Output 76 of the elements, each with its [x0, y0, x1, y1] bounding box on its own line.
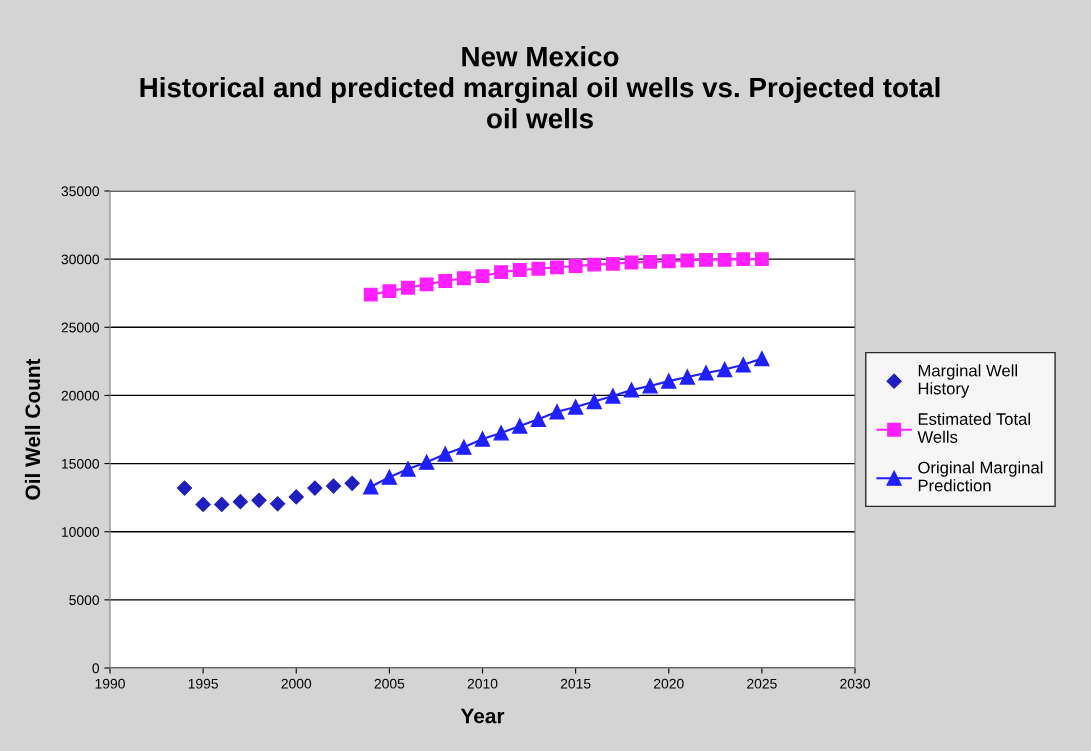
point: [344, 475, 360, 491]
y-tick-label: 30000: [61, 254, 100, 265]
x-tick-label: 2030: [840, 678, 870, 689]
point: [456, 439, 472, 455]
point: [474, 431, 491, 447]
point: [438, 274, 453, 288]
point: [661, 373, 677, 389]
point: [698, 365, 714, 381]
point: [512, 263, 527, 277]
point: [363, 287, 378, 302]
point: [530, 411, 547, 427]
point: [363, 479, 379, 495]
y-axis-title: Oil Well Count: [24, 358, 41, 500]
point: [531, 261, 546, 276]
point: [568, 259, 583, 273]
x-tick-label: 1995: [188, 678, 218, 689]
point: [605, 256, 620, 271]
point: [679, 369, 696, 385]
legend-label: Marginal Well History: [918, 364, 1017, 398]
point: [493, 425, 509, 441]
point: [680, 253, 695, 268]
point: [716, 361, 733, 378]
chart-title: New Mexico Historical and predicted marginal oil wells vs. Projected total oil wells: [140, 46, 940, 129]
point: [587, 257, 602, 272]
point: [754, 252, 769, 267]
y-tick-label: 10000: [62, 527, 100, 537]
point: [418, 454, 435, 470]
x-tick-label: 1990: [95, 678, 125, 689]
legend-label: Original Marginal Prediction: [918, 461, 1043, 492]
x-tick-label: 2000: [281, 678, 312, 689]
point: [549, 404, 565, 420]
point: [754, 350, 770, 367]
x-axis-title: Year: [460, 708, 505, 724]
x-tick-label: 2025: [747, 678, 777, 689]
legend-label: Estimated Total Wells: [917, 412, 1030, 443]
point: [456, 271, 471, 286]
y-tick-label: 0: [92, 663, 100, 674]
x-tick-label: 2010: [467, 678, 498, 689]
point: [382, 284, 397, 299]
point: [567, 399, 584, 415]
point: [288, 489, 304, 505]
point: [437, 446, 453, 462]
point: [550, 260, 564, 275]
point: [251, 492, 267, 508]
point: [699, 252, 713, 267]
x-tick-label: 2015: [560, 678, 591, 689]
point: [475, 269, 490, 284]
point: [642, 378, 658, 394]
point: [661, 254, 676, 269]
point: [494, 265, 509, 280]
point: [419, 277, 434, 292]
point: [401, 280, 415, 295]
point: [605, 388, 621, 404]
point: [307, 480, 323, 496]
y-tick-label: 5000: [69, 595, 100, 606]
point: [270, 496, 286, 512]
point: [717, 252, 732, 267]
point: [195, 496, 211, 513]
y-tick-label: 15000: [62, 458, 100, 469]
point: [214, 496, 230, 513]
point: [643, 254, 658, 269]
point: [325, 478, 342, 494]
point: [623, 382, 640, 398]
point: [381, 469, 398, 485]
point: [735, 357, 751, 373]
y-tick-label: 35000: [61, 186, 100, 197]
x-tick-label: 2020: [654, 678, 684, 689]
point: [736, 252, 751, 267]
x-tick-label: 2005: [374, 678, 405, 689]
y-tick-label: 25000: [61, 322, 100, 333]
point: [512, 418, 528, 434]
point: [176, 480, 193, 496]
point: [586, 393, 602, 410]
point: [232, 494, 248, 510]
y-tick-label: 20000: [61, 390, 100, 401]
point: [400, 461, 416, 477]
